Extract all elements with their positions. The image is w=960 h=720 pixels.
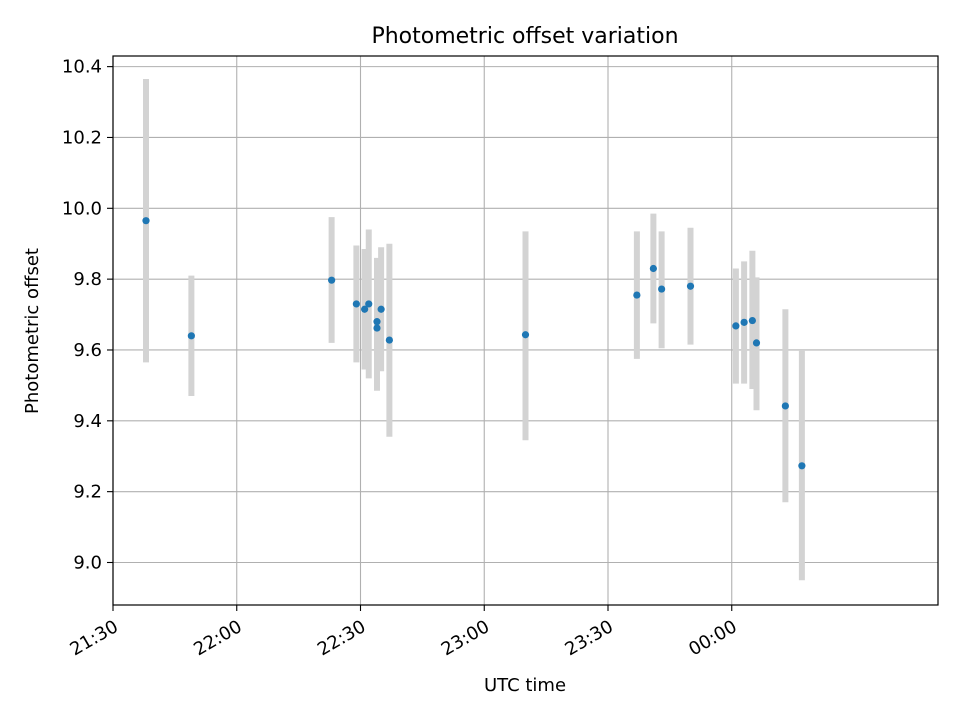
data-point	[361, 305, 369, 313]
error-bars	[143, 79, 805, 581]
y-tick-label: 9.6	[73, 340, 102, 361]
y-axis-label: Photometric offset	[22, 248, 43, 414]
data-point	[752, 339, 761, 347]
data-point	[658, 285, 666, 293]
x-tick-label: 00:00	[685, 616, 740, 660]
x-axis-label: UTC time	[484, 675, 566, 696]
data-point	[373, 318, 381, 326]
data-point	[649, 264, 657, 273]
data-point	[142, 217, 150, 225]
y-tick-label: 9.0	[73, 552, 102, 573]
plot-frame	[112, 55, 939, 606]
data-point	[521, 331, 530, 339]
data-point	[385, 336, 393, 344]
data-point	[740, 318, 748, 326]
data-point	[373, 324, 381, 332]
data-point	[187, 332, 195, 340]
data-point	[365, 300, 373, 308]
x-tick-label: 23:30	[561, 616, 616, 660]
data-point	[328, 276, 336, 284]
x-tick-label: 22:30	[314, 616, 369, 660]
data-points	[142, 217, 806, 470]
data-point	[377, 305, 385, 313]
x-tick-label: 22:00	[190, 616, 245, 660]
data-point	[633, 291, 641, 299]
y-tick-label: 9.4	[73, 411, 102, 432]
y-tick-label: 10.4	[62, 57, 102, 78]
data-point	[798, 462, 806, 470]
data-point	[732, 322, 740, 330]
chart-title: Photometric offset variation	[371, 24, 678, 49]
data-point	[781, 402, 789, 410]
x-tick-label: 23:00	[438, 616, 493, 660]
data-point	[686, 282, 695, 290]
y-tick-label: 10.2	[62, 127, 102, 148]
y-tick-label: 9.2	[73, 482, 102, 503]
data-point	[352, 300, 360, 308]
y-tick-label: 9.8	[73, 269, 102, 290]
data-point	[748, 316, 756, 325]
y-tick-label: 10.0	[62, 198, 102, 219]
x-tick-label: 21:30	[66, 616, 121, 660]
